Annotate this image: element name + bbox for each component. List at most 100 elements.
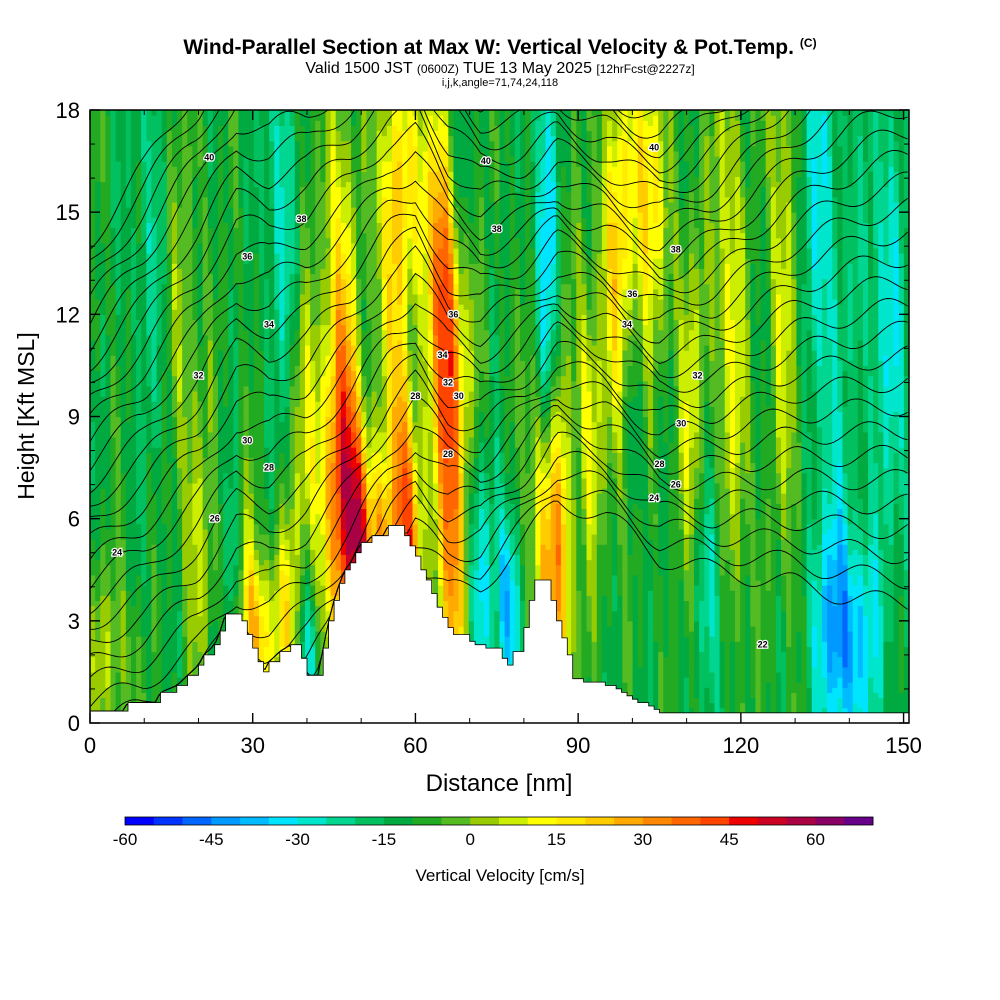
velocity-cell (642, 554, 654, 561)
velocity-cell (115, 585, 127, 591)
velocity-cell (878, 600, 885, 607)
velocity-cell (161, 518, 173, 525)
velocity-cell (658, 564, 670, 571)
velocity-cell (678, 579, 685, 586)
velocity-cell (514, 610, 521, 617)
velocity-cell (760, 595, 777, 601)
velocity-cell (694, 707, 700, 714)
velocity-cell (642, 636, 649, 642)
velocity-cell (289, 574, 296, 581)
velocity-cell (330, 574, 342, 581)
velocity-cell (724, 697, 731, 704)
velocity-cell (453, 590, 460, 596)
velocity-cell (842, 631, 849, 637)
velocity-cell (279, 559, 291, 566)
velocity-cell (264, 615, 270, 622)
velocity-cell (581, 651, 593, 658)
velocity-cell (412, 513, 419, 520)
velocity-cell (847, 631, 854, 637)
velocity-cell (868, 682, 874, 688)
velocity-cell (709, 610, 716, 617)
velocity-cell (509, 579, 516, 586)
velocity-cell (883, 702, 909, 709)
velocity-cell (161, 646, 178, 653)
velocity-cell (642, 656, 649, 663)
velocity-cell (796, 656, 803, 663)
velocity-cell (847, 513, 854, 520)
velocity-cell (770, 687, 777, 693)
velocity-cell (576, 615, 582, 622)
velocity-cell (146, 554, 153, 561)
velocity-cell (873, 523, 879, 530)
velocity-cell (479, 564, 490, 571)
velocity-cell (637, 620, 644, 627)
velocity-cell (489, 585, 501, 591)
velocity-cell (898, 687, 905, 693)
velocity-cell (781, 554, 792, 561)
velocity-cell (494, 528, 501, 535)
velocity-cell (525, 574, 536, 581)
velocity-cell (903, 600, 909, 607)
velocity-cell (105, 677, 112, 683)
velocity-cell (714, 559, 721, 566)
velocity-cell (847, 595, 854, 601)
velocity-cell (432, 590, 439, 596)
velocity-cell (571, 646, 577, 653)
velocity-cell (576, 610, 582, 617)
velocity-cell (576, 508, 582, 515)
velocity-cell (683, 625, 690, 632)
velocity-cell (642, 539, 654, 545)
velocity-cell (765, 559, 772, 566)
velocity-cell (694, 528, 705, 535)
velocity-cell (653, 687, 659, 693)
velocity-cell (468, 533, 475, 540)
velocity-cell (566, 641, 572, 647)
velocity-cell (837, 549, 844, 556)
velocity-cell (806, 544, 813, 550)
velocity-cell (146, 651, 153, 658)
velocity-cell (509, 559, 516, 566)
velocity-cell (786, 513, 792, 520)
velocity-cell (750, 687, 757, 693)
velocity-cell (105, 636, 112, 642)
velocity-cell (571, 569, 577, 576)
velocity-cell (274, 656, 280, 663)
velocity-cell (479, 544, 490, 550)
velocity-cell (694, 687, 700, 693)
velocity-cell (791, 559, 803, 566)
velocity-cell (903, 677, 909, 683)
velocity-cell (632, 528, 644, 535)
velocity-cell (555, 610, 562, 617)
velocity-cell (601, 651, 623, 658)
velocity-cell (878, 528, 890, 535)
velocity-cell (868, 528, 874, 535)
velocity-cell (765, 574, 772, 581)
velocity-cell (274, 508, 280, 515)
velocity-cell (284, 641, 291, 647)
velocity-cell (694, 651, 700, 658)
velocity-cell (90, 574, 96, 581)
velocity-cell (719, 615, 736, 622)
velocity-cell (571, 636, 577, 642)
velocity-cell (141, 544, 147, 550)
velocity-cell (90, 671, 106, 678)
velocity-cell (141, 528, 147, 535)
velocity-cell (177, 620, 183, 627)
velocity-cell (110, 677, 117, 683)
velocity-cell (576, 595, 582, 601)
velocity-cell (740, 707, 746, 714)
velocity-cell (315, 661, 321, 668)
velocity-cell (847, 564, 864, 571)
velocity-cell (601, 636, 623, 642)
velocity-cell (248, 590, 255, 596)
velocity-cell (571, 559, 577, 566)
velocity-cell (566, 631, 572, 637)
velocity-cell (827, 671, 844, 678)
velocity-cell (653, 579, 664, 586)
velocity-cell (740, 610, 746, 617)
velocity-cell (734, 590, 741, 596)
velocity-cell (422, 549, 439, 556)
velocity-cell (688, 528, 695, 535)
velocity-cell (325, 579, 332, 586)
velocity-cell (632, 579, 639, 586)
